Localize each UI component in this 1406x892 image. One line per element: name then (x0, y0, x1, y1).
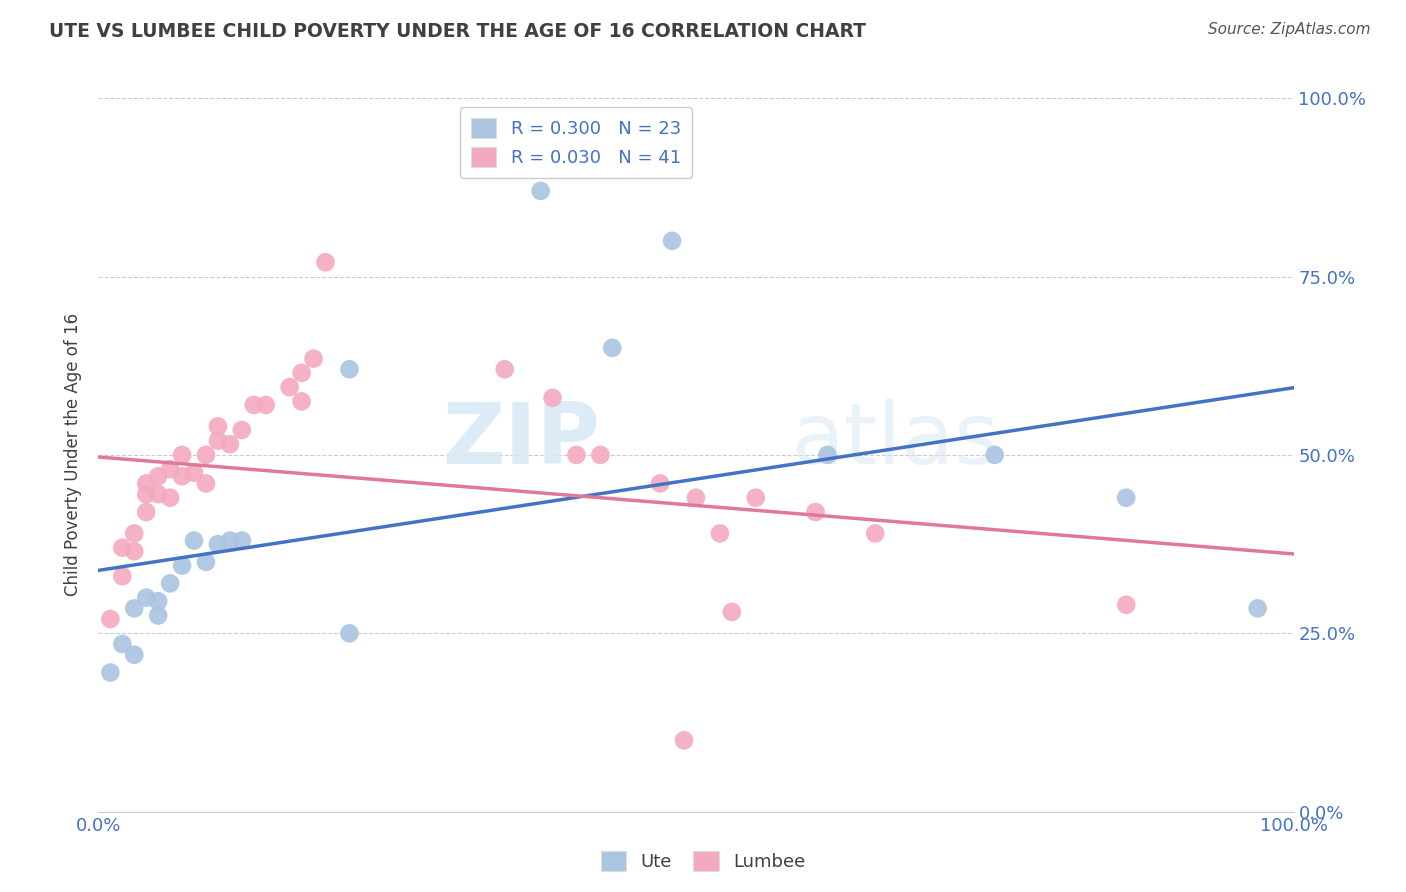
Point (98, 612, 122, 626)
Text: atlas: atlas (792, 399, 1000, 483)
Text: UTE VS LUMBEE CHILD POVERTY UNDER THE AGE OF 16 CORRELATION CHART: UTE VS LUMBEE CHILD POVERTY UNDER THE AG… (49, 22, 866, 41)
Point (194, 476, 218, 491)
Point (148, 608, 170, 623)
Point (685, 491, 707, 505)
Point (124, 544, 146, 558)
Point (135, 487, 157, 501)
Point (219, 437, 242, 451)
Point (815, 448, 838, 462)
Point (804, 505, 827, 519)
Point (231, 423, 253, 437)
Point (111, 569, 134, 583)
Point (207, 537, 229, 551)
Point (863, 526, 887, 541)
Point (135, 476, 157, 491)
Point (183, 533, 205, 548)
Point (207, 419, 229, 434)
Text: ZIP: ZIP (443, 399, 600, 483)
Point (207, 434, 229, 448)
Point (1115, 598, 1137, 612)
Point (231, 533, 253, 548)
Point (148, 487, 170, 501)
Point (339, 362, 360, 376)
Legend: R = 0.300   N = 23, R = 0.030   N = 41: R = 0.300 N = 23, R = 0.030 N = 41 (460, 107, 692, 178)
Point (589, 448, 612, 462)
Point (194, 555, 218, 569)
Point (194, 448, 218, 462)
Point (565, 448, 588, 462)
Point (111, 637, 134, 651)
Point (1115, 491, 1137, 505)
Point (219, 533, 242, 548)
Point (278, 380, 301, 394)
Point (721, 605, 744, 619)
Legend: Ute, Lumbee: Ute, Lumbee (593, 844, 813, 879)
Point (291, 366, 314, 380)
Point (135, 591, 157, 605)
Point (1246, 601, 1268, 615)
Y-axis label: Child Poverty Under the Age of 16: Child Poverty Under the Age of 16 (65, 313, 83, 597)
Point (159, 576, 181, 591)
Point (124, 648, 146, 662)
Point (339, 626, 360, 640)
Point (529, 184, 551, 198)
Point (302, 351, 325, 366)
Point (111, 541, 134, 555)
Point (148, 469, 170, 483)
Point (172, 558, 194, 573)
Point (183, 466, 205, 480)
Point (172, 469, 194, 483)
Point (172, 448, 194, 462)
Point (494, 362, 516, 376)
Point (159, 462, 181, 476)
Point (661, 234, 683, 248)
Point (124, 526, 146, 541)
Point (709, 526, 731, 541)
Point (673, 733, 696, 747)
Point (148, 594, 170, 608)
Point (243, 398, 266, 412)
Text: Source: ZipAtlas.com: Source: ZipAtlas.com (1208, 22, 1371, 37)
Point (159, 491, 181, 505)
Point (124, 601, 146, 615)
Point (648, 476, 672, 491)
Point (745, 491, 768, 505)
Point (98, 665, 122, 680)
Point (291, 394, 314, 409)
Point (984, 448, 1007, 462)
Point (541, 391, 564, 405)
Point (254, 398, 277, 412)
Point (135, 505, 157, 519)
Point (602, 341, 624, 355)
Point (315, 255, 337, 269)
